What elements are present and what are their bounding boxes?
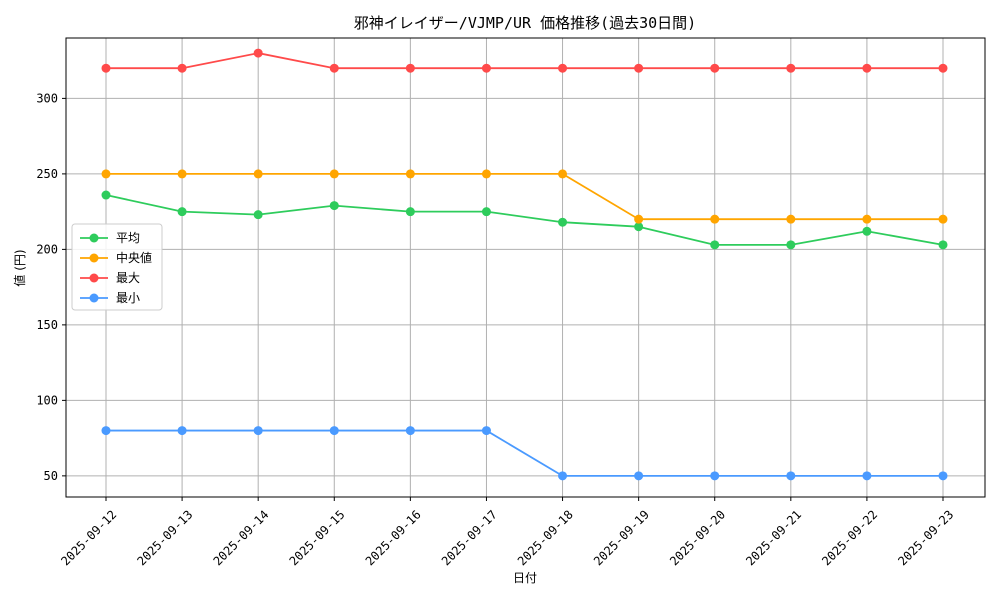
series-1 bbox=[101, 169, 948, 224]
data-point bbox=[862, 471, 872, 481]
x-tick-label: 2025-09-18 bbox=[515, 507, 576, 568]
y-tick-label: 100 bbox=[36, 393, 58, 407]
x-tick-label: 2025-09-23 bbox=[895, 507, 956, 568]
x-tick-label: 2025-09-19 bbox=[591, 507, 652, 568]
legend-label: 平均 bbox=[116, 231, 140, 245]
y-tick-label: 250 bbox=[36, 167, 58, 181]
data-point bbox=[481, 426, 491, 436]
data-point bbox=[786, 240, 796, 250]
x-tick-label: 2025-09-17 bbox=[439, 507, 500, 568]
series-line bbox=[106, 172, 943, 221]
data-point bbox=[177, 63, 187, 73]
x-tick-label: 2025-09-13 bbox=[134, 507, 195, 568]
legend-box bbox=[71, 223, 163, 311]
plot-frame bbox=[65, 37, 986, 498]
legend-marker bbox=[89, 253, 99, 263]
grid-layer bbox=[66, 38, 985, 497]
x-tick-label: 2025-09-12 bbox=[58, 507, 119, 568]
y-tick-label: 150 bbox=[36, 318, 58, 332]
data-point bbox=[177, 169, 187, 179]
legend-marker bbox=[89, 293, 99, 303]
data-point bbox=[177, 426, 187, 436]
data-point bbox=[786, 63, 796, 73]
data-point bbox=[253, 426, 263, 436]
data-point bbox=[405, 207, 415, 217]
data-point bbox=[253, 210, 263, 220]
legend-marker bbox=[89, 233, 99, 243]
x-tick-label: 2025-09-15 bbox=[287, 507, 348, 568]
data-point bbox=[558, 169, 568, 179]
y-axis-label: 値 (円) bbox=[12, 249, 27, 286]
x-tick-label: 2025-09-16 bbox=[363, 507, 424, 568]
data-point bbox=[634, 222, 644, 232]
data-point bbox=[862, 226, 872, 236]
data-point bbox=[710, 63, 720, 73]
data-point bbox=[405, 169, 415, 179]
data-point bbox=[253, 48, 263, 58]
legend-label: 最大 bbox=[116, 271, 140, 285]
data-point bbox=[405, 426, 415, 436]
y-tick-label: 200 bbox=[36, 242, 58, 256]
data-point bbox=[938, 63, 948, 73]
data-point bbox=[101, 426, 111, 436]
y-tick-label: 50 bbox=[44, 469, 58, 483]
data-point bbox=[329, 201, 339, 211]
data-point bbox=[329, 169, 339, 179]
series-line bbox=[106, 429, 943, 477]
data-point bbox=[481, 207, 491, 217]
data-point bbox=[101, 169, 111, 179]
series-0 bbox=[101, 190, 948, 250]
data-point bbox=[710, 214, 720, 224]
data-point bbox=[710, 240, 720, 250]
x-tick-label: 2025-09-20 bbox=[667, 507, 728, 568]
series-layer bbox=[101, 48, 948, 481]
x-axis-label: 日付 bbox=[513, 571, 537, 585]
data-point bbox=[329, 426, 339, 436]
data-point bbox=[862, 63, 872, 73]
data-point bbox=[101, 190, 111, 200]
data-point bbox=[405, 63, 415, 73]
data-point bbox=[634, 214, 644, 224]
x-tick-label: 2025-09-21 bbox=[743, 507, 804, 568]
data-point bbox=[329, 63, 339, 73]
data-point bbox=[938, 471, 948, 481]
data-point bbox=[938, 240, 948, 250]
data-point bbox=[253, 169, 263, 179]
legend-marker bbox=[89, 273, 99, 283]
data-point bbox=[634, 63, 644, 73]
data-point bbox=[177, 207, 187, 217]
legend-label: 中央値 bbox=[116, 250, 152, 265]
data-point bbox=[558, 217, 568, 227]
data-point bbox=[481, 63, 491, 73]
y-tick-label: 300 bbox=[36, 91, 58, 105]
data-point bbox=[101, 63, 111, 73]
x-tick-label: 2025-09-22 bbox=[819, 507, 880, 568]
data-point bbox=[786, 214, 796, 224]
x-tick-label: 2025-09-14 bbox=[211, 507, 272, 568]
data-point bbox=[710, 471, 720, 481]
series-line bbox=[106, 52, 943, 70]
data-point bbox=[786, 471, 796, 481]
legend-label: 最小 bbox=[116, 291, 140, 305]
data-point bbox=[634, 471, 644, 481]
data-point bbox=[558, 471, 568, 481]
series-2 bbox=[101, 48, 948, 73]
series-line bbox=[105, 194, 944, 246]
data-point bbox=[862, 214, 872, 224]
data-point bbox=[481, 169, 491, 179]
series-3 bbox=[101, 426, 948, 481]
chart-title: 邪神イレイザー/VJMP/UR 価格推移(過去30日間) bbox=[354, 14, 696, 32]
data-point bbox=[938, 214, 948, 224]
data-point bbox=[558, 63, 568, 73]
